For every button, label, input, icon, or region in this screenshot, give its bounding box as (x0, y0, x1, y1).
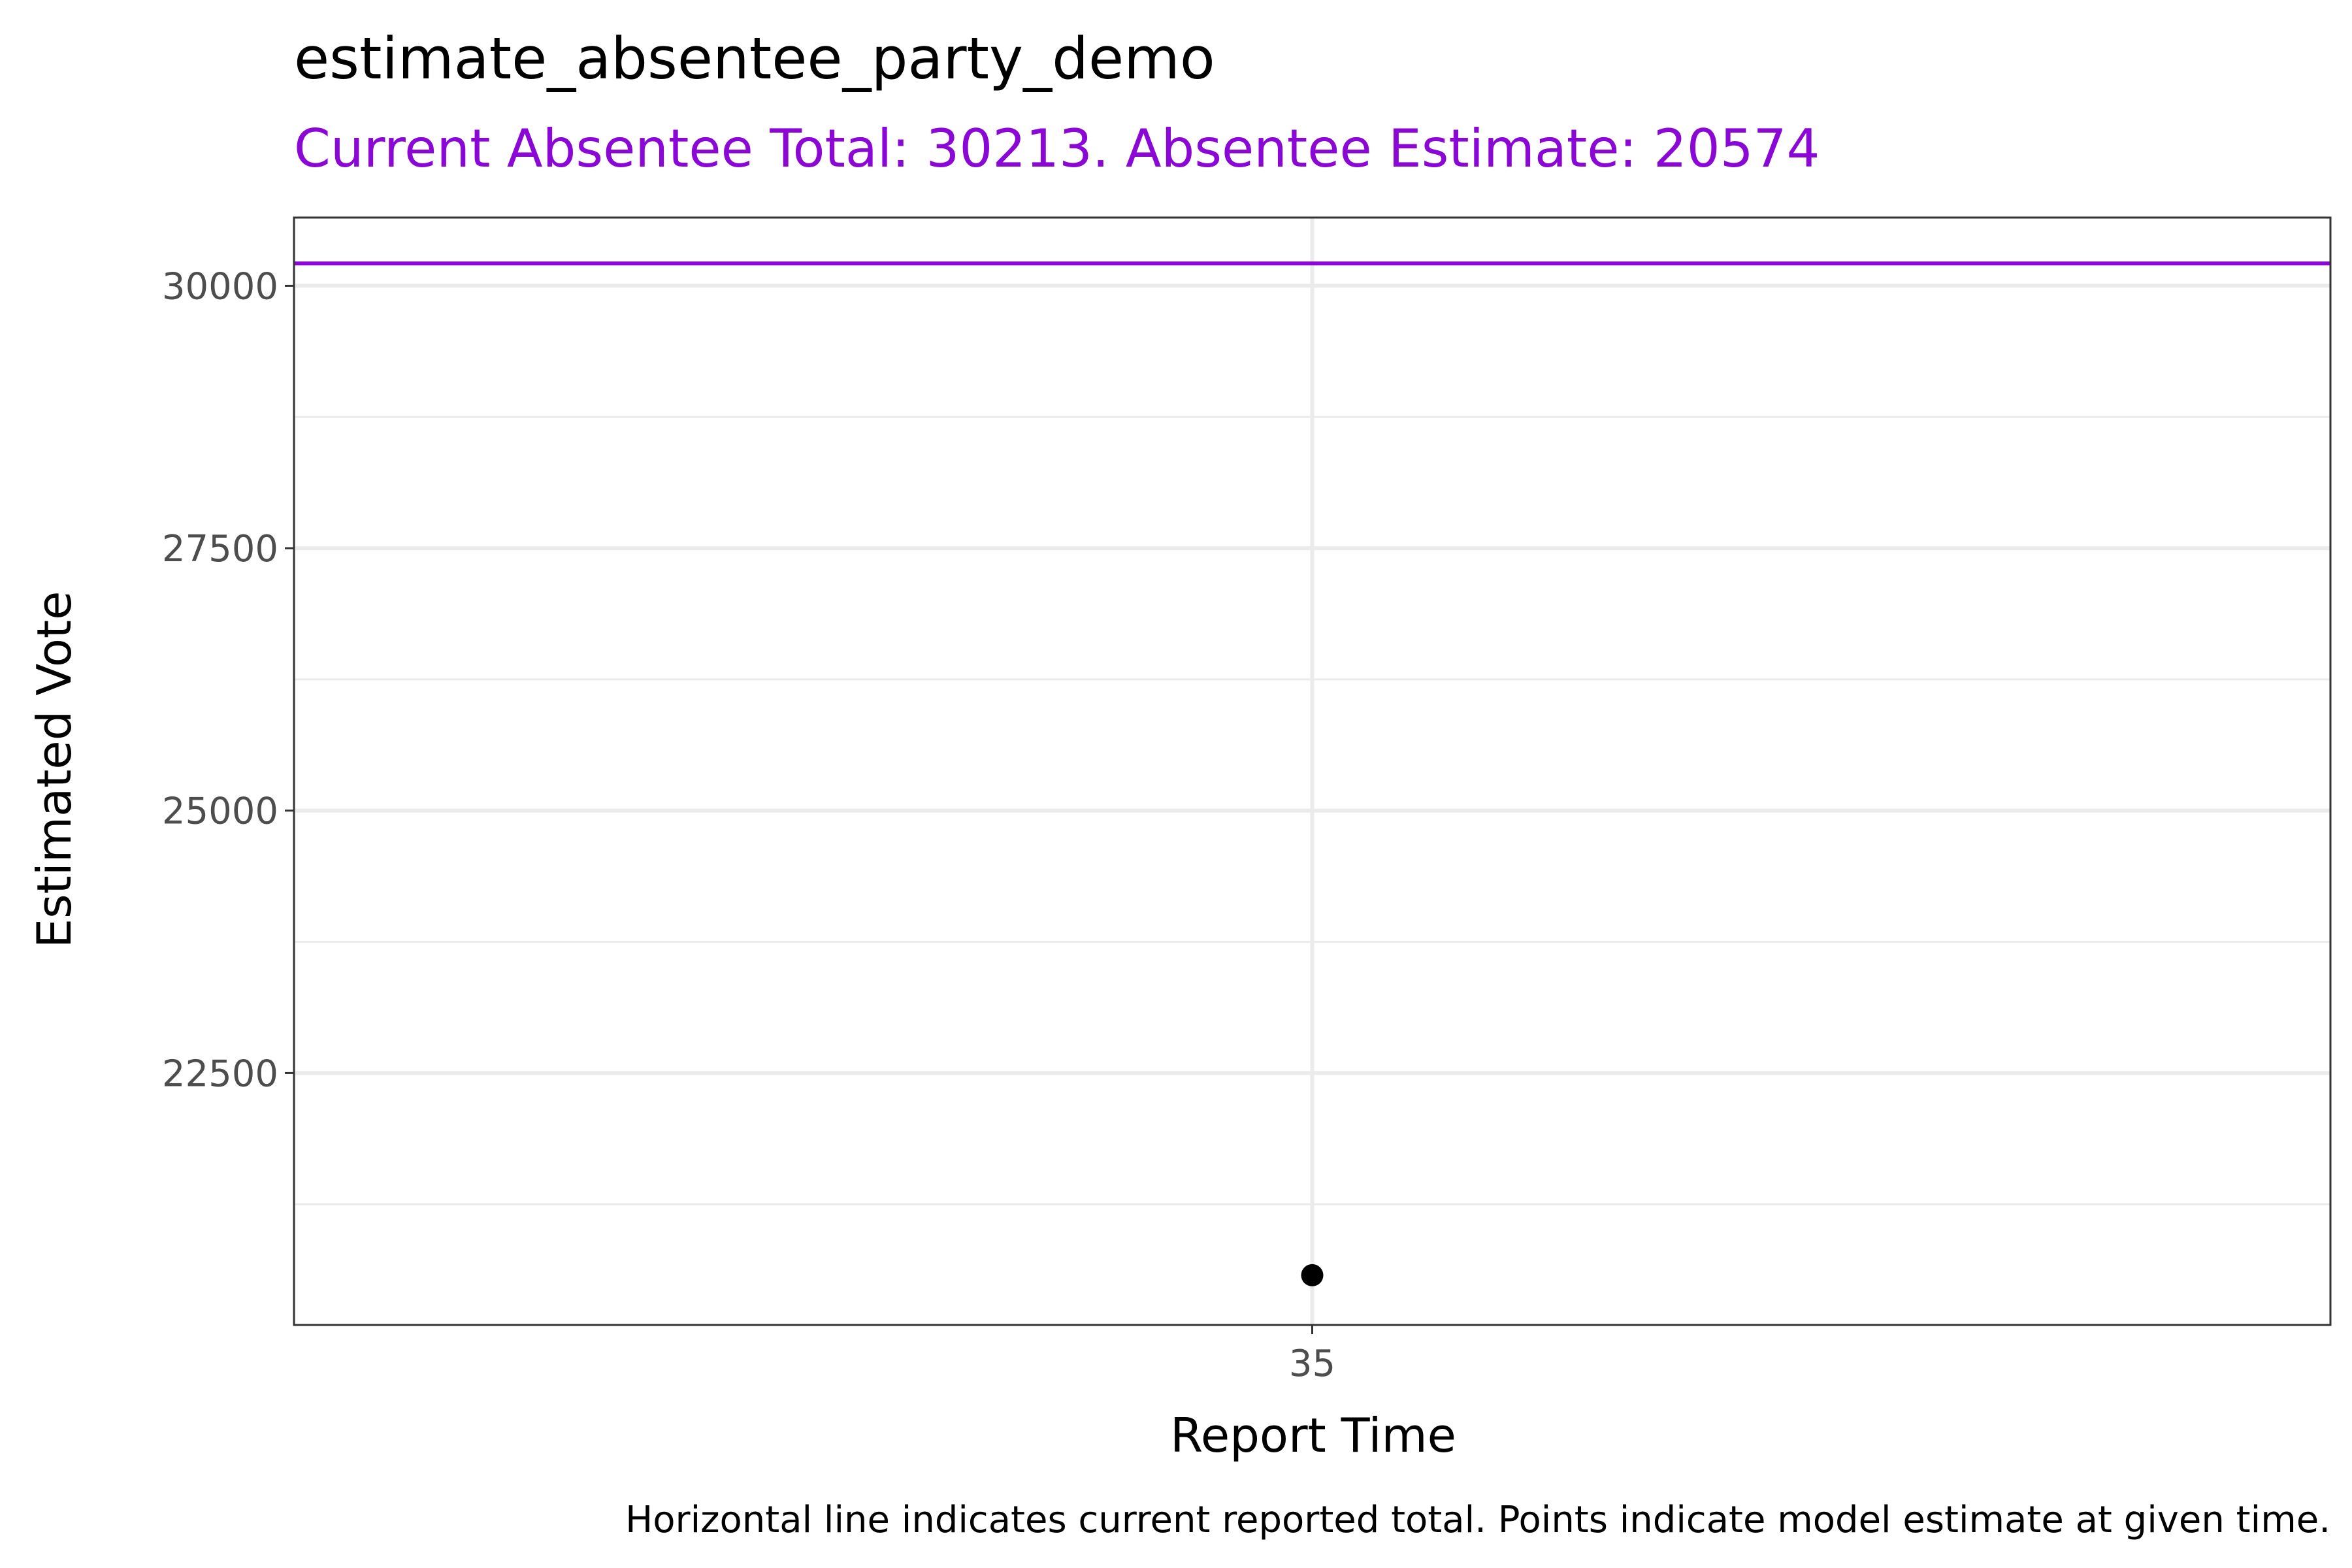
chart-subtitle: Current Absentee Total: 30213. Absentee … (294, 118, 1820, 179)
y-tick-label: 27500 (162, 528, 278, 570)
data-point (1301, 1264, 1324, 1286)
gridlines (294, 218, 2330, 1325)
x-tick-label: 35 (1289, 1343, 1335, 1385)
chart-caption: Horizontal line indicates current report… (625, 1499, 2330, 1541)
x-axis-title: Report Time (1170, 1408, 1456, 1463)
axes: 22500 25000 27500 30000 35 (162, 216, 2332, 1385)
y-tick-label: 30000 (162, 265, 278, 308)
y-tick-label: 25000 (162, 791, 278, 833)
chart-marks (294, 261, 2330, 1286)
chart-title: estimate_absentee_party_demo (294, 25, 1215, 92)
y-tick-label: 22500 (162, 1053, 278, 1095)
y-axis-title: Estimated Vote (27, 591, 82, 949)
